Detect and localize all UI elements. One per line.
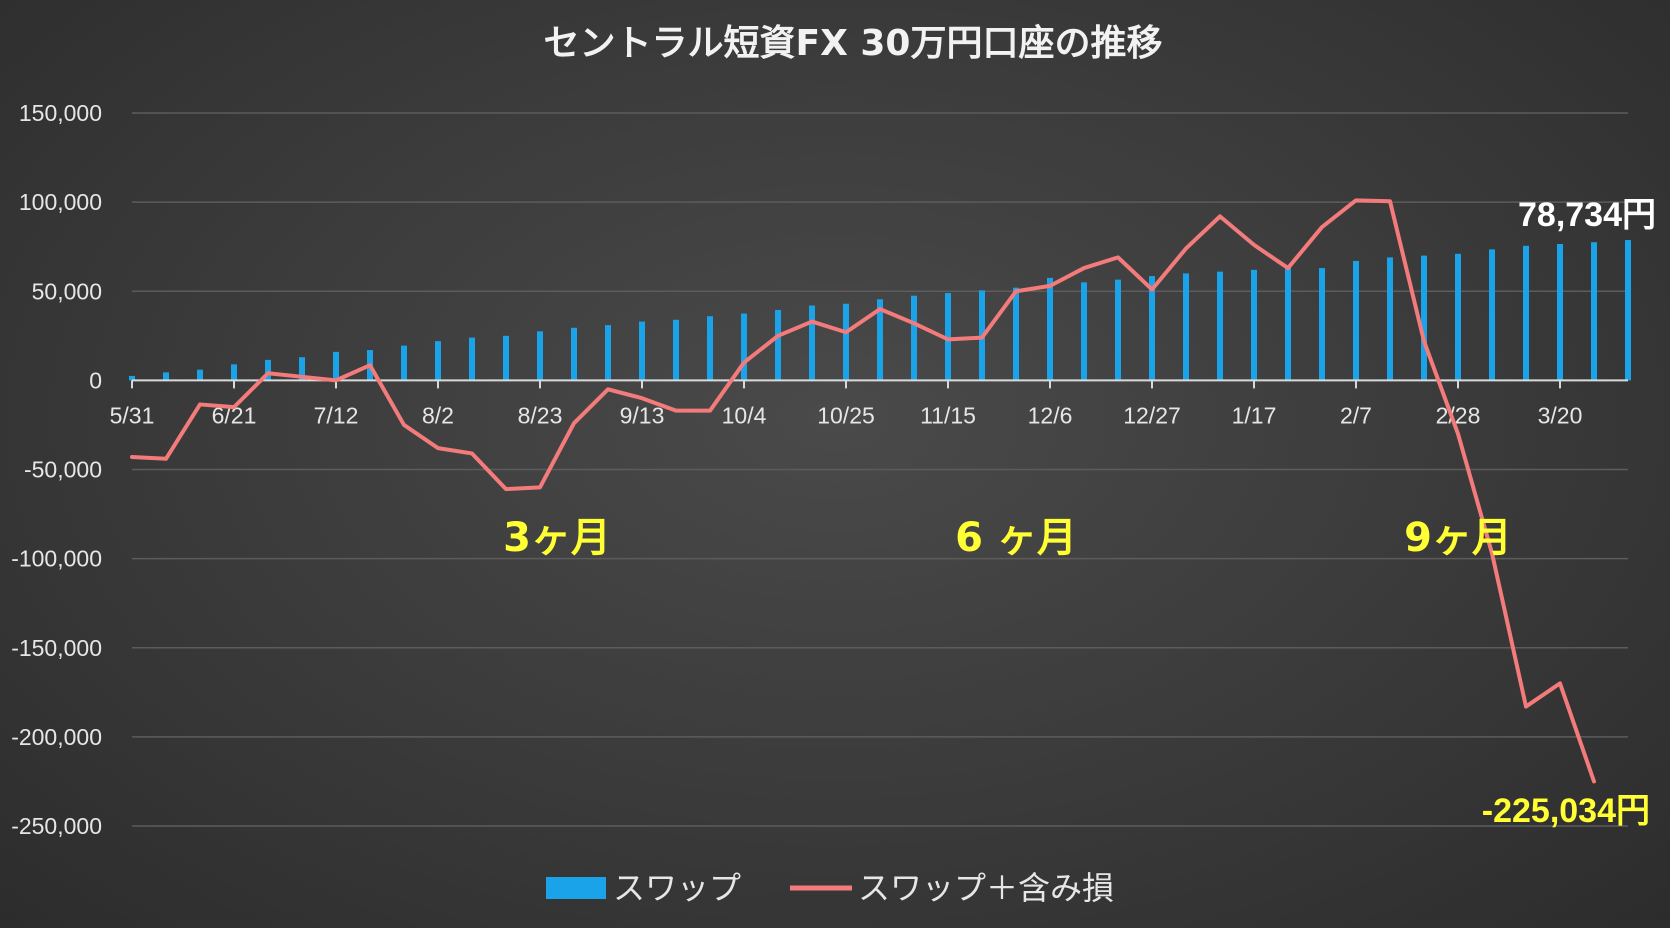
swap-bar	[809, 305, 815, 381]
swap-bar	[707, 316, 713, 381]
swap-bar	[163, 372, 169, 381]
swap-bar	[571, 327, 577, 381]
swap-bar	[1625, 240, 1631, 381]
swap-bar	[775, 309, 781, 381]
swap-bar	[469, 337, 475, 381]
swap-bar	[877, 299, 883, 381]
x-axis: 5/31 6/21 7/12 8/2 8/23 9/13 10/4 10/25 11/15 12/…	[110, 379, 1628, 428]
gridlines	[132, 112, 1628, 827]
x-tick-label: 2/28	[1436, 402, 1481, 428]
swap-bar	[911, 295, 917, 381]
swap-bar	[1081, 282, 1087, 381]
y-tick-label: -200,000	[11, 724, 102, 750]
y-tick-label: 50,000	[32, 278, 102, 304]
x-tick-label: 5/31	[110, 402, 155, 428]
period-annotations: 3ヶ月 6 ヶ月 9ヶ月	[503, 515, 1512, 561]
y-tick-label: -50,000	[24, 457, 102, 483]
swap-bar	[1557, 244, 1563, 381]
x-tick-label: 7/12	[314, 402, 359, 428]
swap-bar	[1523, 245, 1529, 381]
swap-bar	[537, 331, 543, 381]
swap-bar	[1591, 242, 1597, 381]
swap-bar	[1183, 273, 1189, 381]
swap-bar	[945, 293, 951, 381]
legend-label-swap: スワップ	[613, 869, 741, 907]
swap-bar	[605, 325, 611, 381]
total-line-layer	[130, 198, 1596, 784]
swap-bar	[1013, 287, 1019, 381]
legend: スワップ スワップ＋含み損	[546, 869, 1114, 907]
period-annotation: 6 ヶ月	[955, 515, 1077, 561]
swap-bar	[299, 357, 305, 381]
x-tick-label: 1/17	[1232, 402, 1277, 428]
y-tick-label: -250,000	[11, 813, 102, 839]
y-tick-label: 150,000	[19, 100, 102, 126]
x-tick-label: 10/4	[722, 402, 767, 428]
x-tick-label: 3/20	[1538, 402, 1583, 428]
swap-bar	[1455, 253, 1461, 381]
swap-bar	[843, 303, 849, 381]
swap-bar	[231, 364, 237, 381]
y-axis-ticks: 150,000 100,000 50,000 0 -50,000 -100,000 -150…	[11, 100, 102, 839]
swap-bar	[1115, 279, 1121, 381]
period-annotation: 3ヶ月	[503, 515, 611, 561]
x-tick-label: 11/15	[920, 402, 976, 428]
x-tick-label: 9/13	[620, 402, 665, 428]
x-tick-label: 10/25	[817, 402, 875, 428]
swap-bar	[401, 345, 407, 381]
swap-bar	[1489, 249, 1495, 381]
x-tick-label: 12/27	[1123, 402, 1181, 428]
swap-bar	[639, 321, 645, 381]
end-label-total: -225,034円	[1482, 792, 1650, 830]
period-annotation: 9ヶ月	[1404, 515, 1512, 561]
swap-bar	[1285, 265, 1291, 381]
swap-bar	[1319, 268, 1325, 381]
swap-bar	[129, 375, 135, 381]
x-tick-label: 8/23	[518, 402, 563, 428]
swap-bar	[1149, 276, 1155, 381]
y-tick-label: 0	[89, 367, 102, 393]
swap-bar	[1421, 255, 1427, 381]
total-line	[130, 198, 1596, 784]
swap-bar	[435, 341, 441, 381]
swap-bar	[1251, 269, 1257, 381]
swap-bar	[741, 313, 747, 381]
swap-bar	[265, 359, 271, 381]
swap-bar	[197, 369, 203, 381]
swap-bar	[1353, 260, 1359, 381]
end-label-swap: 78,734円	[1518, 196, 1656, 234]
x-tick-label: 8/2	[422, 402, 454, 428]
legend-swatch-swap	[546, 877, 606, 899]
y-tick-label: 100,000	[19, 189, 102, 215]
swap-bar	[1217, 271, 1223, 381]
swap-bar	[1387, 257, 1393, 381]
legend-label-total: スワップ＋含み損	[858, 869, 1114, 907]
x-tick-label: 12/6	[1028, 402, 1073, 428]
x-tick-label: 2/7	[1340, 402, 1372, 428]
swap-bar	[503, 335, 509, 381]
swap-bar	[673, 319, 679, 381]
swap-bar	[1047, 277, 1053, 381]
swap-bar	[333, 351, 339, 381]
y-tick-label: -150,000	[11, 635, 102, 661]
chart-title: セントラル短資FX 30万円口座の推移	[544, 23, 1163, 64]
y-tick-label: -100,000	[11, 546, 102, 572]
